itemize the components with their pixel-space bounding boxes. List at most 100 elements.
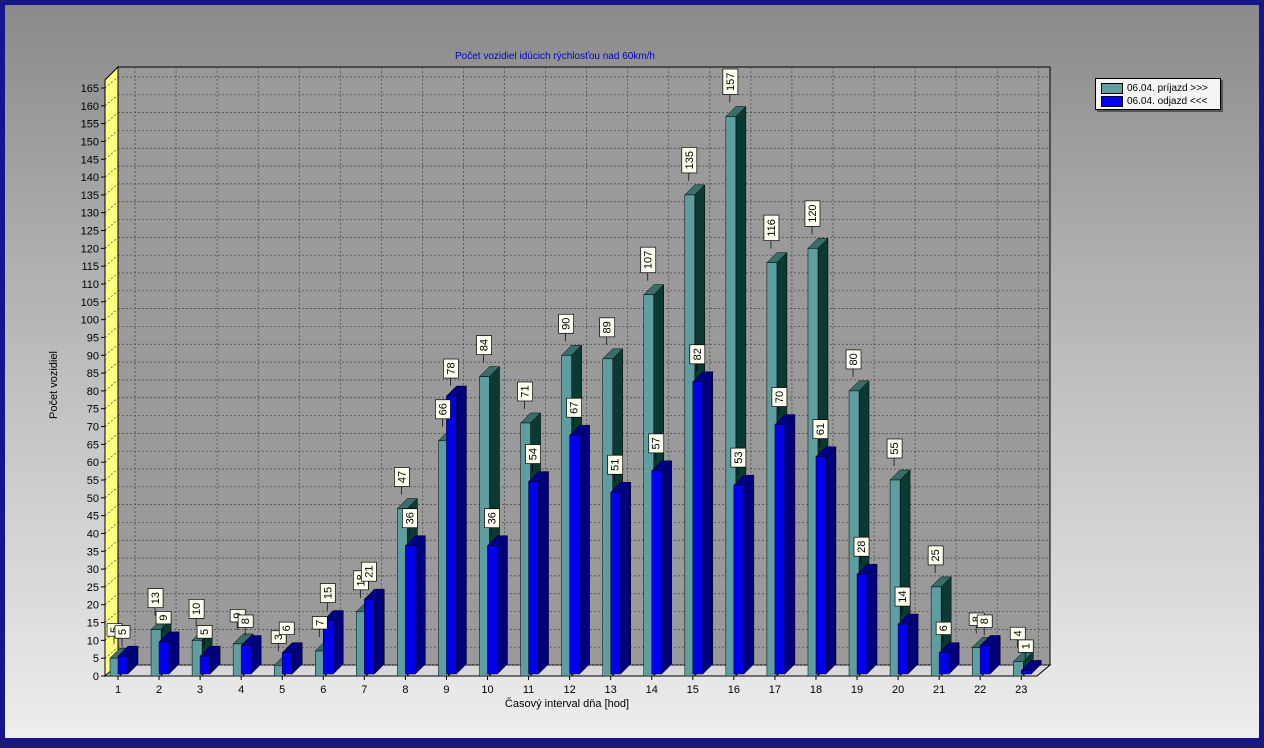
data-label-text: 47	[396, 471, 408, 483]
x-tick-label: 8	[402, 684, 408, 696]
gridline-depth	[104, 361, 119, 374]
gridline-depth	[104, 148, 119, 160]
data-label-text: 70	[774, 391, 786, 403]
bar-side	[579, 424, 590, 675]
data-label-box	[476, 335, 492, 356]
gridline-depth	[104, 94, 119, 107]
gridline-depth	[104, 76, 119, 89]
bar-side	[620, 481, 631, 675]
data-label: 5	[196, 625, 213, 647]
y-tick-label: 50	[87, 493, 99, 505]
data-label-text: 67	[569, 402, 581, 414]
data-label-box	[648, 433, 665, 454]
data-label-text: 25	[930, 549, 942, 561]
data-label: 90	[558, 313, 574, 342]
bar	[528, 481, 539, 675]
data-label-box	[689, 344, 706, 365]
data-label-box	[771, 387, 788, 407]
data-label-text: 82	[692, 348, 704, 360]
x-tick-label: 18	[810, 684, 822, 696]
data-label-box	[681, 147, 698, 174]
bar-side	[866, 563, 878, 675]
gridline-depth	[104, 290, 119, 303]
bar	[889, 479, 901, 677]
data-label-box	[188, 599, 205, 619]
data-label-text: 57	[651, 437, 663, 449]
data-label: 13	[147, 588, 164, 616]
bar-side	[907, 613, 919, 675]
gridline-depth	[104, 308, 119, 320]
bar-side	[784, 413, 796, 675]
gridline-depth	[104, 575, 119, 588]
data-label-text: 90	[561, 318, 573, 330]
data-label-box	[114, 625, 131, 639]
data-label-text: 9	[158, 615, 170, 621]
data-label: 53	[730, 447, 747, 476]
data-label: 107	[640, 246, 657, 281]
data-label: 15	[319, 583, 336, 611]
data-label: 135	[681, 147, 698, 181]
x-tick-label: 20	[892, 684, 904, 696]
data-label-box	[278, 621, 295, 635]
bar-side	[497, 535, 508, 675]
data-label: 25	[927, 545, 944, 573]
data-label: 36	[484, 508, 500, 536]
data-label-box	[443, 358, 459, 379]
data-label-box	[517, 381, 533, 402]
gridline-depth	[104, 433, 119, 445]
y-tick-label: 40	[87, 528, 99, 540]
data-label-text: 7	[314, 620, 326, 626]
data-label-box	[607, 454, 624, 475]
x-tick-label: 2	[156, 684, 162, 696]
data-label: 28	[853, 536, 870, 565]
x-tick-label: 9	[443, 684, 449, 696]
data-label: 66	[435, 399, 451, 427]
y-tick-label: 70	[87, 422, 99, 434]
x-tick-label: 13	[605, 684, 617, 696]
legend-swatch-series1	[1101, 82, 1123, 94]
data-label: 6	[935, 621, 952, 643]
data-label-box	[730, 447, 747, 468]
data-label-box	[1017, 639, 1034, 653]
legend-label-series1: 06.04. príjazd >>>	[1127, 83, 1208, 94]
legend-label-series2: 06.04. odjazd <<<	[1127, 96, 1208, 107]
data-label-box	[558, 313, 574, 334]
data-label-box	[976, 614, 993, 628]
y-tick-label: 115	[81, 261, 99, 273]
data-label-box	[1009, 626, 1026, 641]
bar	[323, 620, 334, 675]
y-tick-label: 125	[81, 226, 99, 238]
data-label-text: 36	[404, 512, 416, 524]
bar	[848, 390, 860, 677]
bar-side	[456, 385, 467, 675]
data-label-text: 157	[725, 73, 737, 91]
bar	[199, 655, 211, 675]
y-tick-label: 135	[81, 190, 99, 202]
data-label: 67	[566, 397, 582, 426]
y-tick-label: 85	[87, 368, 99, 380]
data-label-box	[927, 545, 944, 566]
data-label-box	[722, 68, 739, 95]
legend-item-series2: 06.04. odjazd <<<	[1101, 95, 1207, 108]
bar-side	[333, 609, 344, 675]
data-label: 84	[476, 335, 492, 363]
y-tick-label: 130	[81, 208, 99, 220]
y-tick-label: 35	[87, 546, 99, 558]
data-label-text: 107	[643, 251, 655, 269]
data-label: 116	[763, 214, 780, 249]
y-tick-label: 15	[87, 618, 99, 630]
data-label-text: 66	[437, 403, 449, 415]
bar-side	[374, 588, 385, 675]
data-label: 8	[237, 614, 254, 636]
y-tick-label: 100	[81, 315, 99, 327]
gridline-depth	[104, 219, 119, 231]
x-tick-label: 15	[687, 684, 699, 696]
x-tick-label: 21	[933, 684, 945, 696]
y-tick-label: 5	[93, 653, 99, 665]
y-tick-label: 165	[81, 83, 99, 95]
gridline-depth	[104, 557, 119, 570]
gridline-depth	[104, 130, 119, 142]
bar	[405, 545, 416, 675]
data-label-text: 55	[889, 442, 901, 454]
data-label-box	[402, 508, 418, 529]
